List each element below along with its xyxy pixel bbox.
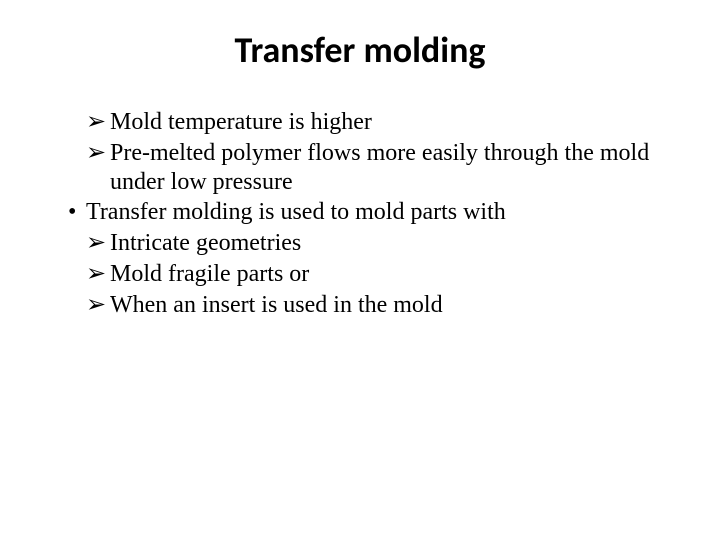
arrow-icon: ➢ xyxy=(86,108,110,137)
list-item: ➢Mold temperature is higher xyxy=(50,108,670,137)
arrow-icon: ➢ xyxy=(86,229,110,258)
item-text: When an insert is used in the mold xyxy=(110,292,443,318)
arrow-icon: ➢ xyxy=(86,291,110,320)
item-text: Mold temperature is higher xyxy=(110,109,372,135)
list-item: ➢Pre-melted polymer flows more easily th… xyxy=(50,139,670,197)
item-text: Mold fragile parts or xyxy=(110,261,309,287)
page-title: Transfer molding xyxy=(50,28,670,72)
list-item: ➢Intricate geometries xyxy=(50,229,670,258)
list-item: ➢Mold fragile parts or xyxy=(50,260,670,289)
item-text: Pre-melted polymer flows more easily thr… xyxy=(110,140,649,195)
list-item: ➢When an insert is used in the mold xyxy=(50,291,670,320)
item-text: Transfer molding is used to mold parts w… xyxy=(86,199,506,225)
bullet-icon: • xyxy=(68,198,86,227)
arrow-icon: ➢ xyxy=(86,260,110,289)
item-text: Intricate geometries xyxy=(110,230,301,256)
arrow-icon: ➢ xyxy=(86,139,110,168)
list-item: •Transfer molding is used to mold parts … xyxy=(50,198,670,227)
content-block: ➢Mold temperature is higher ➢Pre-melted … xyxy=(50,108,670,320)
